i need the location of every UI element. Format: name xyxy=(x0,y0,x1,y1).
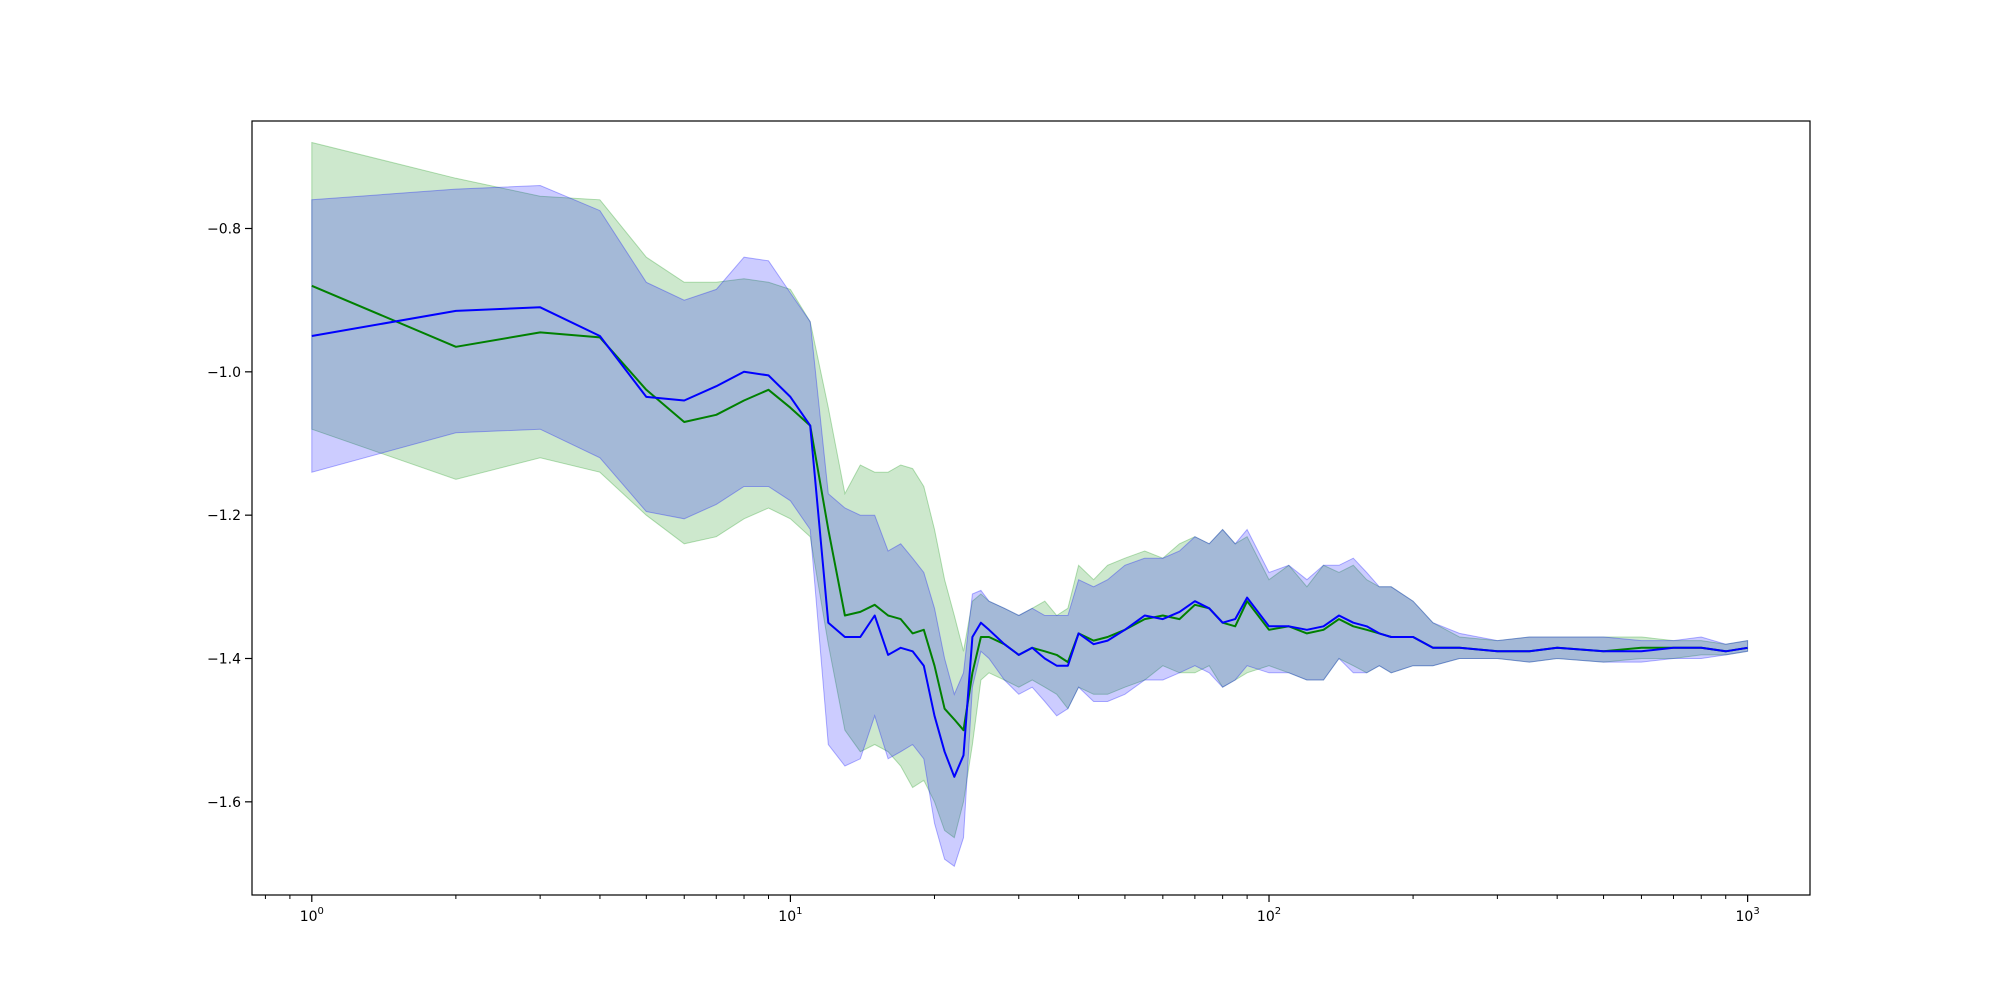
series-lines xyxy=(311,284,1748,778)
plot-frame xyxy=(251,120,1811,896)
series-2-band xyxy=(311,184,1749,868)
y-tick-label: −1.6 xyxy=(207,795,241,811)
y-axis-ticks: −1.6 −1.4 −1.2 −1.0 −0.8 xyxy=(207,222,252,811)
confidence-bands xyxy=(311,141,1749,868)
y-tick-label: −0.8 xyxy=(207,222,241,238)
x-tick-label: 101 xyxy=(778,906,802,925)
x-axis-ticks: 100 101 102 103 xyxy=(264,895,1760,925)
series-2-line xyxy=(311,306,1748,778)
y-tick-label: −1.4 xyxy=(207,652,241,668)
y-tick-label: −1.2 xyxy=(207,508,241,524)
series-1-band xyxy=(311,141,1749,839)
x-tick-label: 103 xyxy=(1736,906,1760,925)
x-tick-label: 100 xyxy=(300,906,324,925)
y-tick-label: −1.0 xyxy=(207,365,241,381)
x-tick-label: 102 xyxy=(1257,906,1281,925)
